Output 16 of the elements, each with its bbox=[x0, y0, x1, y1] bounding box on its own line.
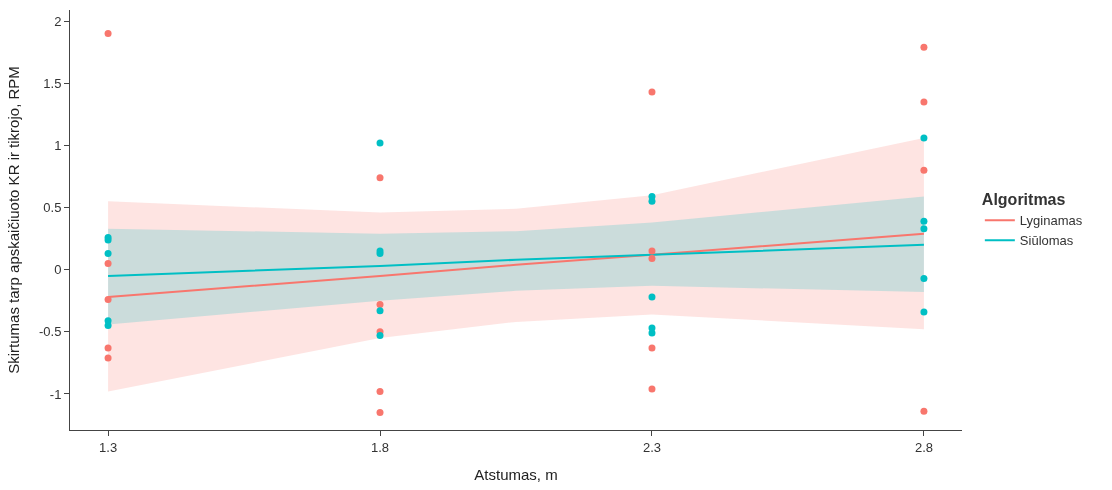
x-tick-label: 1.8 bbox=[370, 439, 390, 455]
x-tick-label: 1.3 bbox=[99, 439, 118, 455]
y-tick-label: 0.5 bbox=[43, 200, 62, 216]
x-tick-label: 2.8 bbox=[914, 439, 933, 455]
y-tick-label: 1 bbox=[54, 137, 62, 153]
x-tick-label: 2.3 bbox=[642, 439, 662, 455]
legend-title: Algoritmas bbox=[981, 191, 1066, 209]
y-axis-title: Skirtumas tarp apskaičiuoto KR ir tikrojo, RPM bbox=[5, 66, 23, 374]
y-tick-label: -0.5 bbox=[38, 324, 62, 340]
y-tick-label: -1 bbox=[49, 386, 62, 402]
y-tick-label: 2 bbox=[54, 13, 62, 29]
legend-label: Lyginamas bbox=[1019, 213, 1083, 229]
legend-label: Siūlomas bbox=[1019, 233, 1074, 249]
y-tick-label: 1.5 bbox=[43, 75, 62, 91]
y-tick-label: 0 bbox=[54, 262, 62, 278]
x-axis-title: Atstumas, m bbox=[474, 465, 558, 483]
